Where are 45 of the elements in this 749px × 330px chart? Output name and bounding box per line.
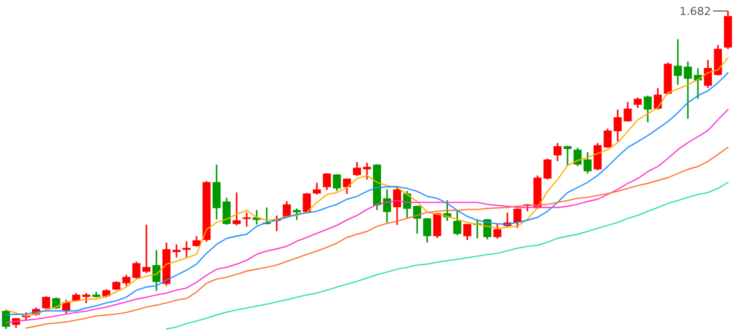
candlestick (42, 295, 50, 310)
candlestick (182, 240, 191, 258)
candlestick (584, 151, 592, 174)
candlestick (322, 172, 331, 191)
candlestick (152, 249, 160, 292)
candlestick (352, 161, 361, 177)
candlestick (704, 59, 712, 89)
candlestick (242, 212, 251, 228)
candlestick (564, 145, 572, 166)
candlestick (463, 222, 472, 241)
candlestick (332, 173, 341, 192)
candlestick (493, 224, 502, 240)
candlestick (644, 94, 652, 124)
candlestick (614, 108, 622, 142)
candlestick (82, 292, 90, 304)
candlestick (393, 186, 402, 226)
candlestick (192, 235, 201, 248)
annotation: 1.682 (679, 5, 711, 18)
candlestick (132, 260, 140, 280)
candlestick (513, 208, 522, 229)
candlestick (624, 101, 632, 122)
candlestick (543, 158, 552, 180)
candlestick (423, 217, 432, 244)
candlestick (222, 196, 231, 226)
candlestick (453, 209, 462, 236)
candlestick (122, 274, 130, 286)
candlestick (312, 182, 321, 196)
candlestick (383, 188, 392, 224)
candlestick (574, 146, 582, 167)
candlestick (2, 309, 10, 330)
candlestick (674, 38, 682, 86)
candlestick (282, 200, 291, 218)
candlestick (554, 142, 562, 162)
candlestick (654, 87, 662, 110)
candlestick (172, 244, 180, 258)
candlestick (362, 162, 372, 180)
candlestick (634, 96, 642, 109)
candlestick (52, 296, 60, 310)
candlestick (604, 128, 612, 148)
candlestick (684, 60, 692, 120)
candlestick (232, 192, 241, 226)
candlestick (302, 192, 311, 214)
candlestick (342, 178, 351, 195)
candlestick (292, 208, 301, 221)
candlestick (142, 224, 150, 274)
